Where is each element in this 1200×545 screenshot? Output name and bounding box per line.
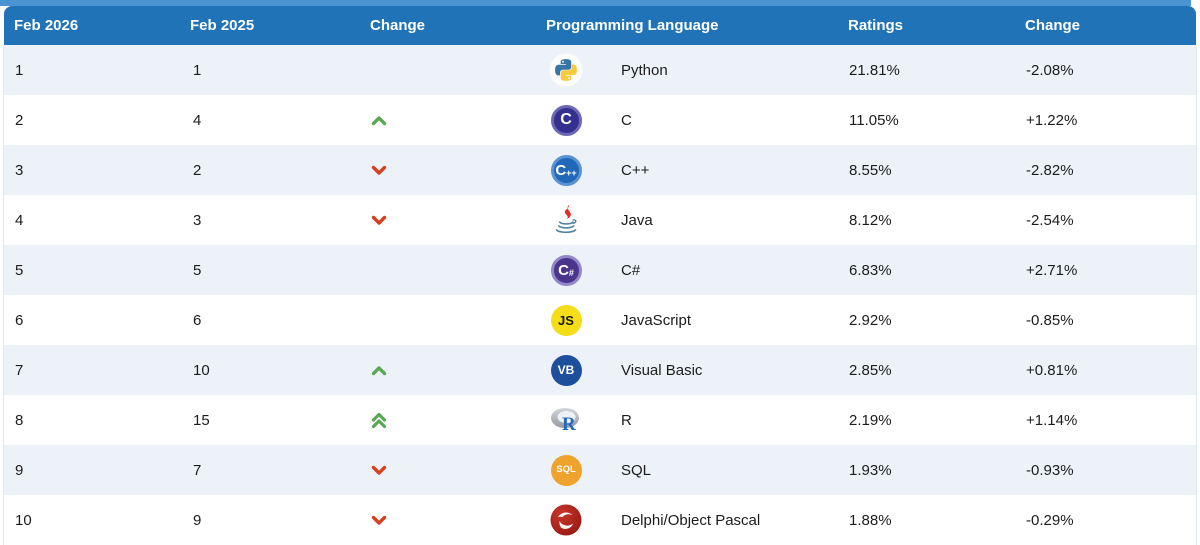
table-row: 10 9 Delphi/Object Pascal 1.88% -0.29% [4, 495, 1196, 545]
rank-feb-2025: 2 [193, 161, 202, 179]
language-name: JavaScript [621, 311, 692, 329]
rank-feb-2026: 1 [15, 61, 24, 79]
change-up-arrow-icon [361, 115, 541, 126]
rank-feb-2025: 3 [193, 211, 202, 229]
table-row: 3 2 C ++ C++ 8.55% -2.82% [4, 145, 1196, 195]
rating-change-value: +1.22% [1026, 111, 1078, 129]
sql-icon: SQL [541, 454, 591, 486]
table-row: 4 3 Java 8.12% -2.54% [4, 195, 1196, 245]
top-accent-strip [0, 0, 1191, 6]
rank-feb-2025: 4 [193, 111, 202, 129]
change-down-arrow-icon [361, 515, 541, 526]
change-up-arrow-icon [361, 365, 541, 376]
delphi-icon [541, 504, 591, 536]
language-name: Java [621, 211, 653, 229]
header-feb-2026: Feb 2026 [14, 17, 79, 34]
rank-feb-2026: 9 [15, 461, 24, 479]
python-icon [541, 53, 591, 87]
rating-change-value: -2.82% [1026, 161, 1074, 179]
rating-change-value: +0.81% [1026, 361, 1078, 379]
rank-feb-2025: 9 [193, 511, 202, 529]
table-row: 9 7 SQL SQL 1.93% -0.93% [4, 445, 1196, 495]
table-row: 7 10 VB Visual Basic 2.85% +0.81% [4, 345, 1196, 395]
rating-change-value: -0.85% [1026, 311, 1074, 329]
rating-value: 2.19% [849, 411, 892, 429]
rank-feb-2025: 5 [193, 261, 202, 279]
svg-text:R: R [562, 414, 576, 433]
language-name: R [621, 411, 632, 429]
java-icon [541, 203, 591, 237]
rank-feb-2025: 15 [193, 411, 210, 429]
rank-feb-2026: 8 [15, 411, 24, 429]
rank-feb-2026: 6 [15, 311, 24, 329]
table-row: 6 6 JS JavaScript 2.92% -0.85% [4, 295, 1196, 345]
table-body: 1 1 Python 21.81% -2.08% 2 4 C C 11.05% +1.22% 3 2 C… [3, 45, 1197, 545]
rating-change-value: -0.93% [1026, 461, 1074, 479]
rating-change-value: -2.54% [1026, 211, 1074, 229]
language-name: C# [621, 261, 641, 279]
header-programming-language: Programming Language [546, 17, 719, 34]
change-down-arrow-icon [361, 465, 541, 476]
table-header-row: Feb 2026 Feb 2025 Change Programming Lan… [4, 6, 1196, 45]
change-down-arrow-icon [361, 215, 541, 226]
rating-value: 2.92% [849, 311, 892, 329]
rank-feb-2026: 5 [15, 261, 24, 279]
language-name: C++ [621, 161, 650, 179]
rank-feb-2026: 3 [15, 161, 24, 179]
table-row: 8 15 R R 2.19% +1.14% [4, 395, 1196, 445]
change-down-arrow-icon [361, 165, 541, 176]
rank-feb-2025: 6 [193, 311, 202, 329]
rating-value: 6.83% [849, 261, 892, 279]
header-change-rank: Change [370, 17, 426, 34]
header-change-rating: Change [1025, 17, 1081, 34]
visual-basic-icon: VB [541, 354, 591, 386]
language-name: Delphi/Object Pascal [621, 511, 761, 529]
header-feb-2025: Feb 2025 [190, 17, 255, 34]
rating-value: 1.88% [849, 511, 892, 529]
c-icon: C [541, 104, 591, 136]
change-up2-arrow-icon [361, 412, 541, 429]
rating-change-value: +2.71% [1026, 261, 1078, 279]
rank-feb-2026: 7 [15, 361, 24, 379]
language-name: C [621, 111, 632, 129]
rank-feb-2025: 1 [193, 61, 202, 79]
rank-feb-2025: 10 [193, 361, 210, 379]
rank-feb-2026: 10 [15, 511, 32, 529]
language-name: Python [621, 61, 668, 79]
csharp-icon: C # [541, 254, 591, 286]
rating-value: 8.12% [849, 211, 892, 229]
rating-value: 21.81% [849, 61, 900, 79]
table-row: 5 5 C # C# 6.83% +2.71% [4, 245, 1196, 295]
rank-feb-2025: 7 [193, 461, 202, 479]
table-row: 1 1 Python 21.81% -2.08% [4, 45, 1196, 95]
rating-change-value: -2.08% [1026, 61, 1074, 79]
rank-feb-2026: 4 [15, 211, 24, 229]
rating-value: 2.85% [849, 361, 892, 379]
javascript-icon: JS [541, 304, 591, 336]
language-name: SQL [621, 461, 652, 479]
cpp-icon: C ++ [541, 154, 591, 186]
header-ratings: Ratings [848, 17, 904, 34]
r-icon: R [541, 407, 591, 433]
rank-feb-2026: 2 [15, 111, 24, 129]
rating-change-value: +1.14% [1026, 411, 1078, 429]
rating-value: 1.93% [849, 461, 892, 479]
rating-change-value: -0.29% [1026, 511, 1074, 529]
tiobe-index-table: Feb 2026 Feb 2025 Change Programming Lan… [0, 6, 1200, 545]
language-name: Visual Basic [621, 361, 703, 379]
rating-value: 11.05% [849, 111, 899, 129]
rating-value: 8.55% [849, 161, 892, 179]
table-row: 2 4 C C 11.05% +1.22% [4, 95, 1196, 145]
